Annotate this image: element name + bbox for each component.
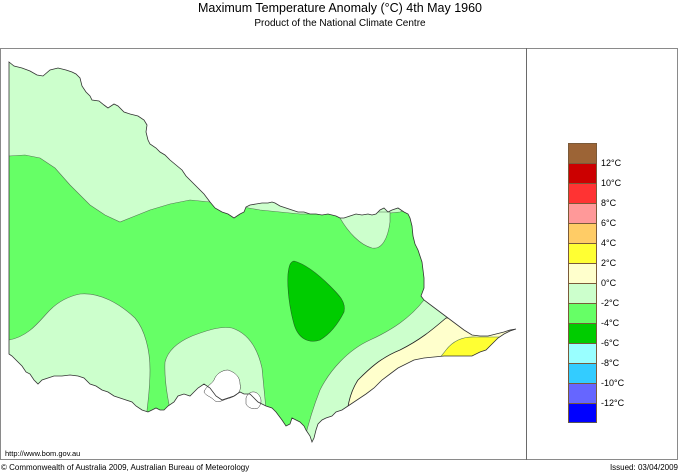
legend-swatch xyxy=(568,263,597,283)
legend-label: 2°C xyxy=(601,258,617,268)
legend-swatch xyxy=(568,303,597,323)
map-frame xyxy=(0,48,678,460)
legend-label: -12°C xyxy=(601,398,625,408)
legend-swatch xyxy=(568,223,597,243)
legend-label: 0°C xyxy=(601,278,617,288)
legend-swatch xyxy=(568,383,597,403)
legend-swatch xyxy=(568,163,597,183)
legend-label: -10°C xyxy=(601,378,625,388)
legend-label: -4°C xyxy=(601,318,620,328)
legend-label: -8°C xyxy=(601,358,620,368)
legend-label: -6°C xyxy=(601,338,620,348)
legend-swatch xyxy=(568,243,597,263)
legend-swatch xyxy=(568,143,597,163)
color-legend xyxy=(568,143,597,423)
legend-swatch xyxy=(568,363,597,383)
legend-divider xyxy=(526,48,527,460)
legend-label: 4°C xyxy=(601,238,617,248)
legend-swatch xyxy=(568,283,597,303)
legend-label: 10°C xyxy=(601,178,622,188)
legend-label: -2°C xyxy=(601,298,620,308)
map-title: Maximum Temperature Anomaly (°C) 4th May… xyxy=(197,1,483,15)
legend-swatch xyxy=(568,323,597,343)
legend-swatch xyxy=(568,203,597,223)
legend-swatch xyxy=(568,403,597,423)
legend-label: 12°C xyxy=(601,158,622,168)
map-subtitle: Product of the National Climate Centre xyxy=(254,18,426,29)
issued-date: Issued: 03/04/2009 xyxy=(609,463,678,472)
copyright-notice: © Commonwealth of Australia 2009, Austra… xyxy=(1,463,250,472)
source-url-link[interactable]: http://www.bom.gov.au xyxy=(5,449,81,458)
legend-swatch xyxy=(568,183,597,203)
legend-label: 6°C xyxy=(601,218,617,228)
legend-swatch xyxy=(568,343,597,363)
legend-label: 8°C xyxy=(601,198,617,208)
